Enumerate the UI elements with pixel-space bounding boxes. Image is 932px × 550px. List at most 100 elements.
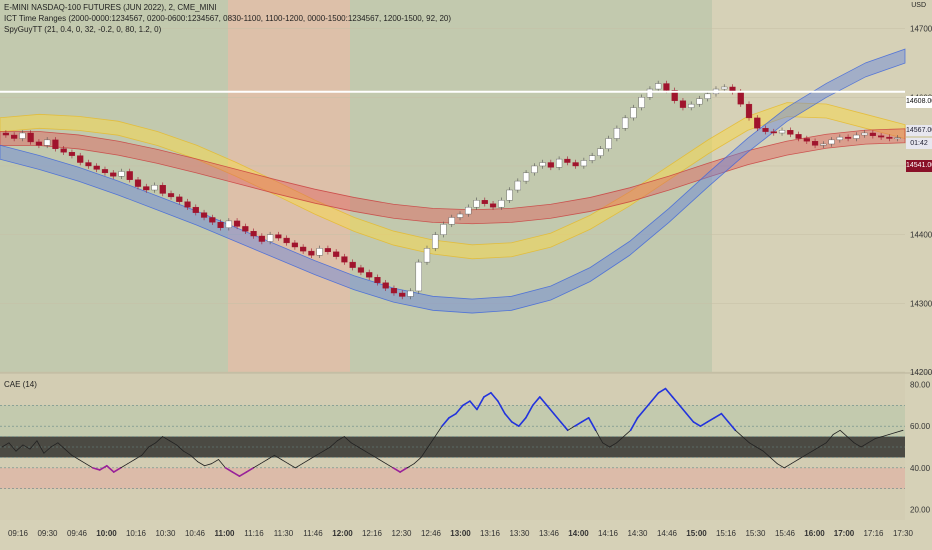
candle-body (415, 261, 422, 292)
time-tick-label-18: 13:46 (539, 529, 560, 538)
osc-segment (57, 442, 66, 450)
time-tick-label-5: 10:30 (155, 529, 176, 538)
osc-segment (741, 436, 750, 444)
osc-segment (762, 450, 771, 458)
price-tick-label-0: 14700.00 (910, 25, 932, 34)
osc-segment (183, 450, 191, 456)
candle-body (465, 206, 472, 215)
candle-body (291, 242, 298, 248)
osc-tick-label-0: 80.00 (910, 380, 931, 389)
time-tick-label-29: 17:16 (863, 529, 884, 538)
candle-body (869, 132, 876, 136)
candle-body (110, 172, 117, 177)
osc-segment (413, 457, 422, 465)
candle-body (539, 162, 546, 167)
candle-body (93, 165, 100, 170)
time-tick-label-19: 14:00 (568, 529, 589, 538)
candle-body (390, 288, 398, 294)
osc-segment (197, 461, 205, 467)
osc-segment (657, 387, 667, 394)
candle-body (878, 135, 885, 138)
osc-tick-label-1: 60.00 (910, 422, 931, 431)
candle-body (663, 83, 670, 91)
osc-segment (406, 463, 415, 469)
osc-segment (427, 436, 436, 448)
candle-body (506, 189, 513, 201)
symbol-title[interactable]: E-MINI NASDAQ-100 FUTURES (JUN 2022), 2,… (4, 3, 217, 12)
candle-body (258, 235, 265, 242)
osc-segment (595, 429, 604, 444)
indicator-time-ranges[interactable]: ICT Time Ranges (2000-0000:1234567, 0200… (4, 14, 452, 23)
osc-segment (434, 425, 443, 437)
osc-segment (539, 396, 548, 407)
osc-segment (420, 446, 429, 458)
osc-segment (511, 421, 520, 427)
candle-body (820, 143, 827, 146)
osc-segment (532, 396, 541, 407)
candle-body (134, 179, 142, 187)
candle-body (217, 222, 224, 228)
osc-segment (43, 446, 52, 454)
osc-segment (609, 442, 618, 448)
osc-segment (29, 440, 38, 450)
candle-body (267, 234, 274, 242)
candle-body (886, 136, 893, 139)
candle-body (811, 141, 819, 146)
osc-segment (322, 446, 331, 452)
osc-segment (573, 421, 583, 427)
osc-segment (50, 442, 59, 448)
candle-body (622, 117, 629, 129)
candle-body (184, 201, 191, 208)
candle-body (60, 148, 67, 153)
osc-segment (776, 463, 785, 469)
countdown-tag: 01:42 (906, 138, 932, 149)
osc-segment (141, 446, 150, 456)
candle-body (688, 103, 695, 108)
osc-segment (211, 459, 219, 465)
osc-segment (552, 412, 562, 423)
osc-segment (545, 404, 555, 415)
time-tick-label-11: 12:00 (332, 529, 353, 538)
osc-tick-label-2: 40.00 (910, 464, 931, 473)
osc-segment (518, 416, 527, 427)
candle-body (118, 171, 125, 177)
oscillator-title[interactable]: CAE (14) (4, 380, 37, 389)
candle-body (531, 165, 538, 174)
candle-body (200, 212, 208, 218)
osc-segment (378, 459, 387, 465)
osc-segment (36, 440, 45, 454)
osc-segment (204, 463, 212, 467)
candle-body (721, 86, 728, 90)
candle-body (671, 90, 678, 101)
osc-segment (469, 400, 478, 411)
time-tick-label-8: 11:16 (244, 529, 264, 538)
indicator-spyguy[interactable]: SpyGuyTT (21, 0.4, 0, 32, -0.2, 0, 80, 1… (4, 25, 162, 34)
osc-segment (713, 412, 723, 419)
candle-body (225, 220, 232, 228)
candle-body (192, 206, 199, 213)
candle-body (300, 246, 307, 252)
time-tick-label-15: 13:00 (450, 529, 471, 538)
candle-body (423, 248, 431, 263)
osc-segment (504, 412, 513, 423)
osc-segment (490, 391, 499, 402)
time-tick-label-0: 09:16 (8, 529, 29, 538)
osc-upper-zone (0, 405, 905, 437)
osc-segment (839, 429, 848, 437)
candle-body (828, 139, 835, 145)
osc-segment (224, 467, 234, 473)
candle-body (572, 162, 579, 167)
osc-segment (559, 421, 569, 432)
osc-segment (846, 436, 855, 444)
candle-body (68, 152, 76, 156)
time-tick-label-26: 15:46 (775, 529, 796, 538)
time-tick-label-17: 13:30 (509, 529, 530, 538)
osc-segment (364, 450, 373, 456)
candle-body (341, 256, 348, 263)
candle-body (283, 237, 290, 244)
osc-segment (783, 463, 792, 469)
candle-body (233, 220, 241, 227)
candle-body (556, 158, 563, 168)
candle-body (440, 224, 447, 235)
